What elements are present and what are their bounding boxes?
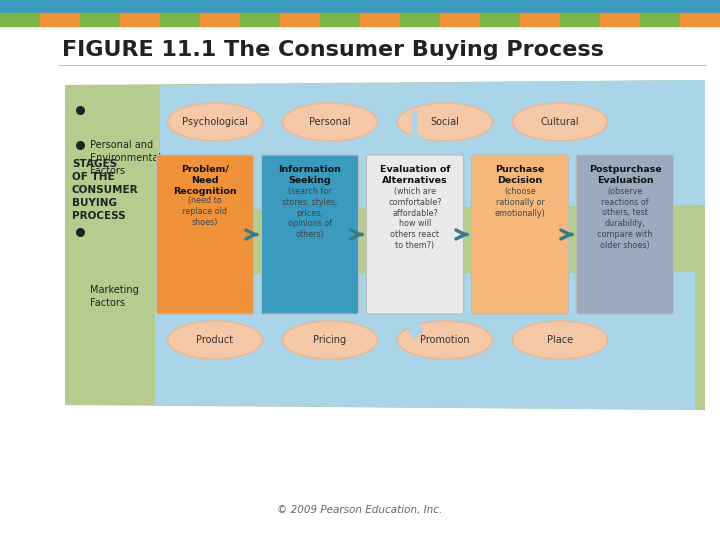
Text: FIGURE 11.1 The Consumer Buying Process: FIGURE 11.1 The Consumer Buying Process [62, 40, 604, 60]
Text: (observe
reactions of
others, test
durability,
compare with
older shoes): (observe reactions of others, test durab… [598, 187, 652, 249]
Text: STAGES
OF THE
CONSUMER
BUYING
PROCESS: STAGES OF THE CONSUMER BUYING PROCESS [72, 159, 139, 221]
Text: Personal: Personal [309, 117, 351, 127]
Polygon shape [155, 272, 695, 410]
Bar [280, 13, 320, 26]
Text: © 2009 Pearson Education, Inc.: © 2009 Pearson Education, Inc. [277, 505, 443, 515]
FancyBboxPatch shape [156, 155, 253, 314]
Ellipse shape [168, 103, 263, 141]
Bar [0, 13, 40, 26]
Bar [240, 13, 280, 26]
Bar [120, 13, 160, 26]
Bar [480, 13, 520, 26]
Ellipse shape [397, 103, 492, 141]
Ellipse shape [513, 103, 608, 141]
Bar [520, 13, 560, 26]
FancyBboxPatch shape [366, 155, 464, 314]
Text: (choose
rationally or
emotionally): (choose rationally or emotionally) [495, 187, 545, 218]
Ellipse shape [282, 321, 377, 359]
Text: Product: Product [197, 335, 233, 345]
Bar [160, 13, 200, 26]
Bar [600, 13, 640, 26]
Bar [680, 13, 720, 26]
Text: Evaluation of
Alternatives: Evaluation of Alternatives [379, 165, 450, 185]
Text: Problem/
Need
Recognition: Problem/ Need Recognition [174, 165, 237, 196]
Ellipse shape [513, 321, 608, 359]
Bar [640, 13, 680, 26]
Text: Cultural: Cultural [541, 117, 580, 127]
Text: Psychological: Psychological [182, 117, 248, 127]
Text: (need to
replace old
shoes): (need to replace old shoes) [182, 197, 228, 227]
Text: Pricing: Pricing [313, 335, 346, 345]
Polygon shape [65, 80, 705, 410]
Text: Promotion: Promotion [420, 335, 470, 345]
Text: Social: Social [431, 117, 459, 127]
Text: Marketing
Factors: Marketing Factors [90, 285, 139, 308]
Bar [40, 13, 80, 26]
Text: Place: Place [547, 335, 573, 345]
Bar [560, 13, 600, 26]
Text: (search for
stores, styles,
prices,
opinions of
others): (search for stores, styles, prices, opin… [282, 187, 338, 239]
Text: Personal and
Environmental
Factors: Personal and Environmental Factors [90, 140, 161, 177]
Text: (which are
comfortable?
affordable?
how will
others react
to them?): (which are comfortable? affordable? how … [388, 187, 442, 249]
Polygon shape [160, 80, 705, 210]
Bar [400, 13, 440, 26]
Text: Information
Seeking: Information Seeking [279, 165, 341, 185]
Ellipse shape [397, 321, 492, 359]
Text: Purchase
Decision: Purchase Decision [495, 165, 544, 185]
FancyBboxPatch shape [261, 155, 359, 314]
Text: Postpurchase
Evaluation: Postpurchase Evaluation [589, 165, 662, 185]
Bar [0, 0, 720, 13]
Bar [200, 13, 240, 26]
FancyBboxPatch shape [577, 155, 673, 314]
Ellipse shape [168, 321, 263, 359]
Bar [80, 13, 120, 26]
Bar [360, 13, 400, 26]
Bar [440, 13, 480, 26]
Ellipse shape [282, 103, 377, 141]
Bar [320, 13, 360, 26]
FancyBboxPatch shape [472, 155, 569, 314]
